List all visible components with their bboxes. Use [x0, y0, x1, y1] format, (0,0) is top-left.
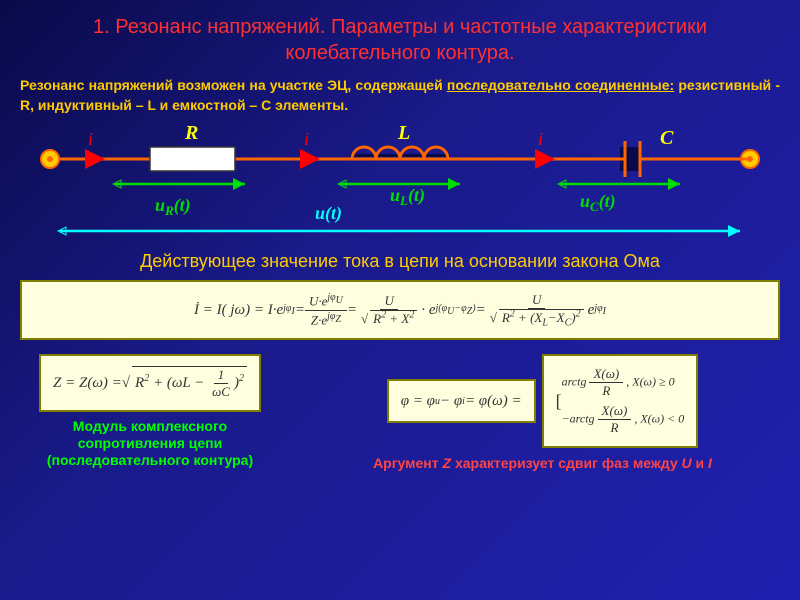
svg-text:i: i	[304, 129, 309, 149]
formula-phase: φ = φu − φi = φ(ω) =	[387, 379, 536, 423]
ohm-statement: Действующее значение тока в цепи на осно…	[0, 249, 800, 274]
slide-title: 1. Резонанс напряжений. Параметры и част…	[0, 0, 800, 74]
label-c: C	[660, 127, 674, 149]
intro-text: Резонанс напряжений возможен на участке …	[0, 74, 800, 119]
formula-impedance: Z = Z(ω) = R2 + (ωL − 1ωC)2	[39, 354, 261, 412]
svg-text:i: i	[538, 129, 543, 149]
label-i: i	[88, 129, 93, 149]
circuit-svg: i i i R L C uR(t) uL(t) uC(t) u(t)	[20, 119, 780, 249]
formula-current: İ = I( jω) = I·ejφI = U·ejφUZ·ejφZ = UR2…	[20, 280, 780, 340]
label-ur: uR(t)	[155, 195, 191, 218]
label-ul: uL(t)	[390, 185, 425, 208]
circuit-diagram: i i i R L C uR(t) uL(t) uC(t) u(t)	[20, 119, 780, 249]
caption-phase: Аргумент Z характеризует сдвиг фаз между…	[373, 454, 712, 472]
caption-impedance: Модуль комплексного сопротивления цепи (…	[20, 418, 280, 468]
label-l: L	[397, 122, 410, 144]
label-u: u(t)	[315, 203, 342, 224]
label-uc: uC(t)	[580, 191, 616, 214]
label-r: R	[184, 122, 198, 144]
formula-phase-cases: [ arctg X(ω)R , X(ω) ≥ 0−arctg X(ω)R , X…	[542, 354, 699, 448]
